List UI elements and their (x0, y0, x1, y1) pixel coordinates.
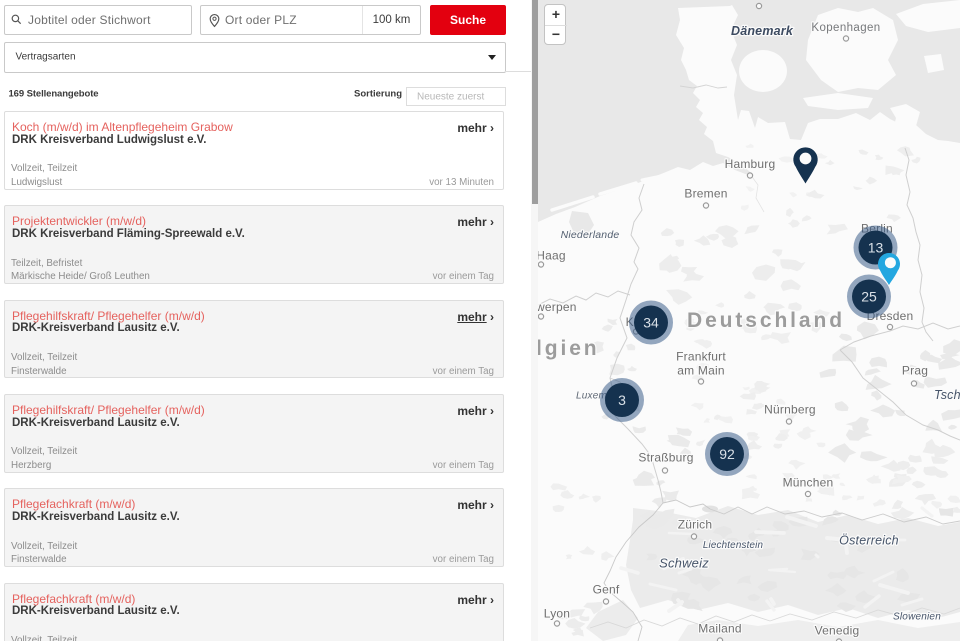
svg-text:Mailand: Mailand (698, 622, 741, 636)
svg-text:Bremen: Bremen (684, 187, 727, 201)
svg-text:Antwerpen: Antwerpen (538, 300, 577, 314)
svg-text:München: München (783, 476, 834, 490)
svg-text:3: 3 (618, 392, 626, 408)
svg-text:Frankfurt: Frankfurt (676, 350, 726, 364)
svg-text:Österreich: Österreich (839, 534, 899, 548)
svg-text:Kopenhagen: Kopenhagen (811, 22, 880, 34)
svg-text:25: 25 (861, 289, 877, 305)
svg-text:Haag: Haag (538, 249, 566, 263)
svg-text:Slowenien: Slowenien (893, 612, 941, 623)
svg-text:Schweiz: Schweiz (659, 556, 709, 571)
svg-text:Hamburg: Hamburg (725, 157, 776, 171)
svg-text:Liechtenstein: Liechtenstein (703, 540, 763, 551)
svg-text:Straßburg: Straßburg (638, 451, 693, 465)
svg-text:Lyon: Lyon (544, 607, 570, 621)
svg-text:Venedig: Venedig (815, 624, 860, 638)
svg-text:Nürnberg: Nürnberg (764, 403, 816, 417)
svg-text:Genf: Genf (593, 583, 620, 597)
svg-text:lgien: lgien (538, 337, 600, 360)
svg-text:Zürich: Zürich (678, 518, 713, 532)
svg-text:Niederlande: Niederlande (561, 229, 620, 241)
svg-text:am Main: am Main (677, 364, 724, 378)
svg-text:Deutschland: Deutschland (687, 309, 845, 332)
svg-text:Tschechien: Tschechien (934, 388, 960, 402)
svg-text:Dänemark: Dänemark (731, 24, 794, 38)
svg-text:Prag: Prag (902, 364, 928, 378)
svg-text:13: 13 (868, 240, 884, 256)
svg-text:92: 92 (719, 446, 735, 462)
svg-text:34: 34 (643, 315, 659, 331)
